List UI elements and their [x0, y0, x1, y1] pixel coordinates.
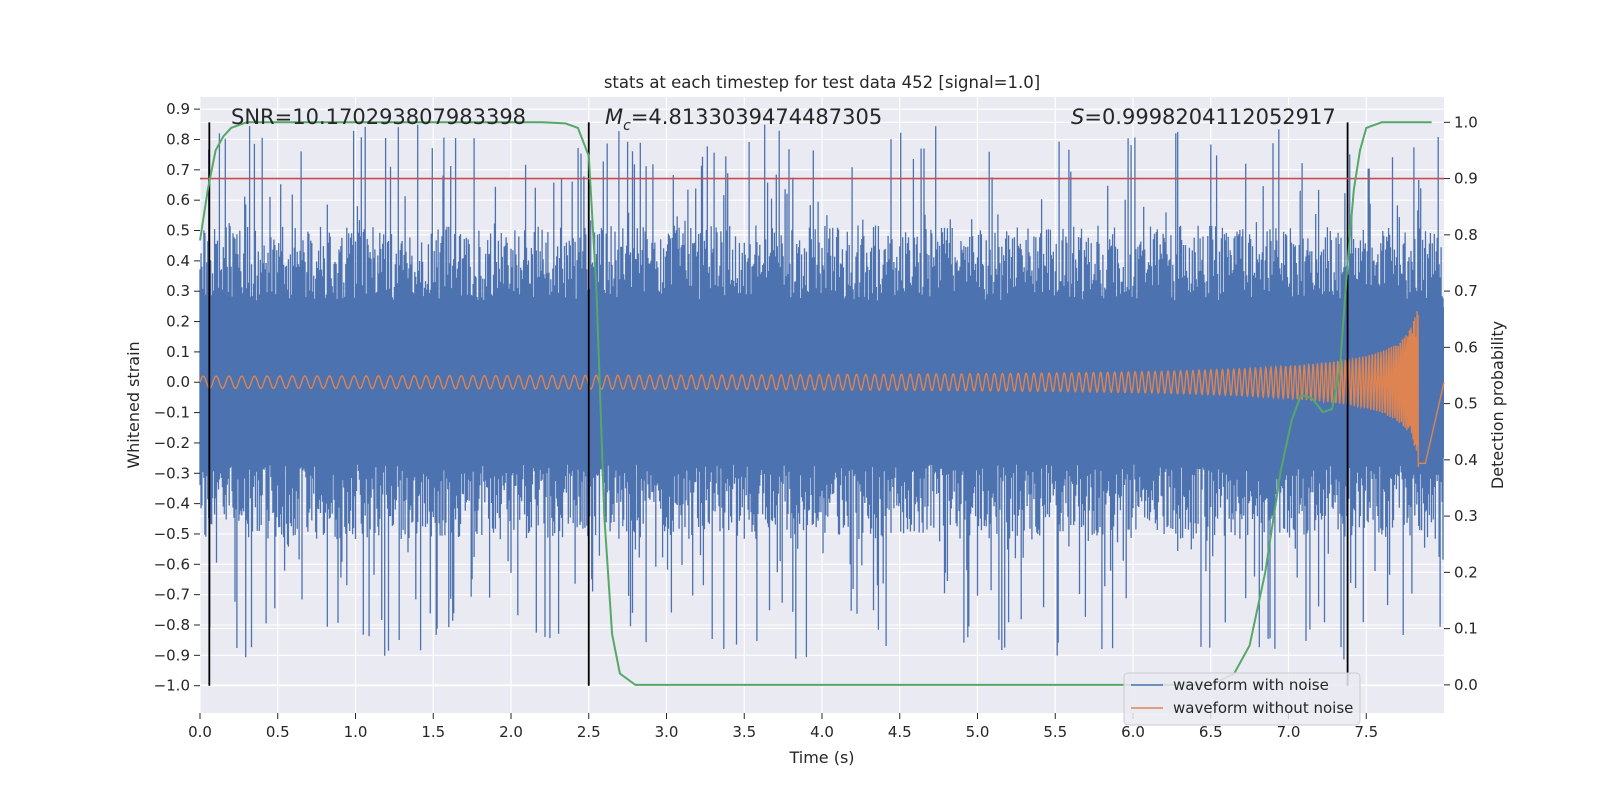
- left-tick-label-11: −0.2: [154, 434, 190, 452]
- left-y-axis: 0.9 0.8 0.7 0.6 0.5 0.4 0.3 0.2 0.1 0.0 −0.1 −0.2 −0…: [154, 100, 200, 695]
- annotation-statistic: S=0.9998204112052917: [1071, 105, 1336, 129]
- left-tick-label-10: −0.1: [154, 404, 190, 422]
- left-tick-label-14: −0.5: [154, 525, 190, 543]
- left-tick-label-0: 0.9: [166, 100, 190, 118]
- x-tick-label-9: 4.5: [888, 723, 912, 741]
- annotation-statistic-value: =0.9998204112052917: [1084, 105, 1335, 129]
- left-tick-label-3: 0.6: [166, 191, 190, 209]
- left-tick-label-1: 0.8: [166, 130, 190, 148]
- annotation-chirp-mass-value: =4.8133039474487305: [631, 105, 882, 129]
- x-tick-label-3: 1.5: [421, 723, 445, 741]
- left-tick-label-18: −0.9: [154, 646, 190, 664]
- left-tick-label-17: −0.8: [154, 616, 190, 634]
- series-waveform-without-noise: [199, 311, 1445, 467]
- left-tick-label-15: −0.6: [154, 555, 190, 573]
- x-tick-label-1: 0.5: [266, 723, 290, 741]
- annotation-chirp-mass-symbol: M: [605, 105, 623, 129]
- right-tick-label-10: 0.0: [1454, 676, 1478, 694]
- x-tick-label-14: 7.0: [1277, 723, 1301, 741]
- x-tick-label-7: 3.5: [732, 723, 756, 741]
- legend-box: [1123, 672, 1361, 726]
- x-tick-label-5: 2.5: [577, 723, 601, 741]
- right-tick-label-6: 0.4: [1454, 451, 1478, 469]
- legend-label-waveform-with-noise: waveform with noise: [1173, 676, 1329, 694]
- x-tick-label-0: 0.0: [188, 723, 212, 741]
- x-tick-label-6: 3.0: [655, 723, 679, 741]
- left-tick-label-6: 0.3: [166, 282, 190, 300]
- annotation-snr: SNR=10.170293807983398: [231, 105, 526, 129]
- x-tick-label-4: 2.0: [499, 723, 523, 741]
- right-tick-label-8: 0.2: [1454, 563, 1478, 581]
- annotation-chirp-mass-subscript: c: [623, 118, 631, 134]
- x-tick-label-15: 7.5: [1354, 723, 1378, 741]
- left-tick-label-7: 0.2: [166, 313, 190, 331]
- x-axis-label: Time (s): [788, 748, 854, 767]
- chirp-trace: [199, 311, 1445, 467]
- x-tick-label-8: 4.0: [810, 723, 834, 741]
- left-tick-label-13: −0.4: [154, 495, 190, 513]
- y-axis-label-left: Whitened strain: [124, 341, 143, 468]
- overlay-lines: [199, 121, 1444, 686]
- right-tick-label-4: 0.6: [1454, 338, 1478, 356]
- x-tick-label-12: 6.0: [1121, 723, 1145, 741]
- left-tick-label-19: −1.0: [154, 677, 190, 695]
- chart-title: stats at each timestep for test data 452…: [604, 73, 1040, 92]
- annotation-statistic-symbol: S: [1071, 105, 1084, 129]
- right-y-axis: 1.0 0.9 0.8 0.7 0.6 0.5 0.4 0.3 0.2 0.1 0.0: [1444, 113, 1478, 694]
- x-tick-label-2: 1.0: [344, 723, 368, 741]
- right-tick-label-7: 0.3: [1454, 507, 1478, 525]
- right-tick-label-5: 0.5: [1454, 395, 1478, 413]
- detection-probability-line: [199, 121, 1432, 686]
- left-tick-label-5: 0.4: [166, 252, 190, 270]
- right-tick-label-1: 0.9: [1454, 170, 1478, 188]
- right-tick-label-2: 0.8: [1454, 226, 1478, 244]
- left-tick-label-9: 0.0: [166, 373, 190, 391]
- x-tick-label-13: 6.5: [1199, 723, 1223, 741]
- left-tick-label-12: −0.3: [154, 464, 190, 482]
- left-tick-label-2: 0.7: [166, 161, 190, 179]
- legend-label-waveform-without-noise: waveform without noise: [1173, 699, 1353, 717]
- right-tick-label-9: 0.1: [1454, 620, 1478, 638]
- left-tick-label-4: 0.5: [166, 222, 190, 240]
- right-tick-label-3: 0.7: [1454, 282, 1478, 300]
- y-axis-label-right: Detection probability: [1488, 321, 1507, 489]
- legend: waveform with noise waveform without noi…: [1123, 672, 1361, 726]
- left-tick-label-8: 0.1: [166, 343, 190, 361]
- left-tick-label-16: −0.7: [154, 586, 190, 604]
- x-tick-label-11: 5.5: [1043, 723, 1067, 741]
- right-tick-label-0: 1.0: [1454, 113, 1478, 131]
- annotation-chirp-mass: Mc=4.8133039474487305: [605, 105, 882, 134]
- x-axis: 0.0 0.5 1.0 1.5 2.0 2.5 3.0 3.5 4.0 4.5 5.0 5.5 6.0 6…: [188, 713, 1378, 741]
- x-tick-label-10: 5.0: [966, 723, 990, 741]
